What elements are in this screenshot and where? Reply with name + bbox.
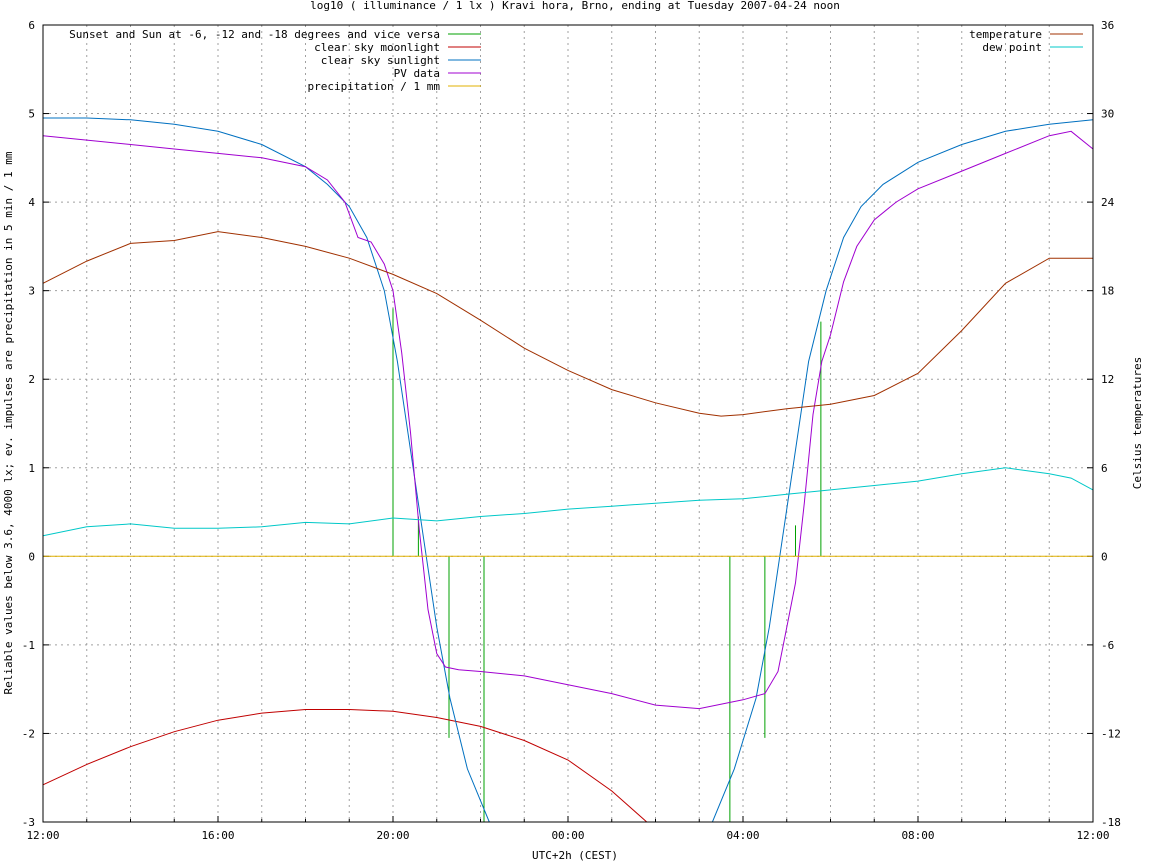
y-left-tick-label: 0	[28, 550, 35, 563]
y-axis-right-label: Celsius temperatures	[1131, 357, 1144, 489]
y-right-tick-label: 18	[1101, 285, 1114, 298]
y-left-tick-label: 1	[28, 462, 35, 475]
y-left-tick-label: 4	[28, 196, 35, 209]
chart-title: log10 ( illuminance / 1 lx ) Kravi hora,…	[310, 0, 840, 12]
legend: Sunset and Sun at -6, -12 and -18 degree…	[69, 28, 1083, 93]
legend-label: clear sky moonlight	[314, 41, 440, 54]
y-right-tick-label: -6	[1101, 639, 1114, 652]
y-left-tick-label: 3	[28, 285, 35, 298]
y-right-tick-label: -18	[1101, 816, 1121, 829]
legend-label: Sunset and Sun at -6, -12 and -18 degree…	[69, 28, 440, 41]
y-right-tick-label: -12	[1101, 727, 1121, 740]
y-right-tick-label: 6	[1101, 462, 1108, 475]
y-right-tick-label: 12	[1101, 373, 1114, 386]
series-line-dew-point	[42, 467, 1094, 537]
y-left-tick-label: 5	[28, 108, 35, 121]
y-left-tick-label: -2	[22, 727, 35, 740]
legend-label: temperature	[969, 28, 1042, 41]
y-right-tick-label: 0	[1101, 550, 1108, 563]
x-tick-label: 08:00	[901, 829, 934, 842]
x-tick-label: 04:00	[726, 829, 759, 842]
legend-label: dew point	[982, 41, 1042, 54]
axis-ticks: -3 -18 -2 -12 -1 -6 0 0 1 6 2 12 3 18 4 24 5 30 6 36 12:00 16…	[22, 19, 1121, 842]
legend-label: clear sky sunlight	[321, 54, 440, 67]
x-tick-label: 00:00	[551, 829, 584, 842]
x-tick-label: 12:00	[26, 829, 59, 842]
y-left-tick-label: 6	[28, 19, 35, 32]
y-left-tick-label: -3	[22, 816, 35, 829]
legend-label: precipitation / 1 mm	[308, 80, 441, 93]
series-line-temperature	[42, 231, 1093, 417]
x-tick-label: 16:00	[201, 829, 234, 842]
x-axis-label: UTC+2h (CEST)	[532, 849, 618, 862]
y-right-tick-label: 30	[1101, 108, 1114, 121]
series-line-pv-data	[42, 130, 1094, 710]
x-tick-label: 20:00	[376, 829, 409, 842]
y-axis-left-label: Reliable values below 3.6, 4000 lx; ev. …	[2, 151, 15, 694]
y-left-tick-label: 2	[28, 373, 35, 386]
y-right-tick-label: 24	[1101, 196, 1115, 209]
plot-frame	[42, 24, 1094, 823]
legend-label: PV data	[394, 67, 440, 80]
y-right-tick-label: 36	[1101, 19, 1114, 32]
series-line-clear-sky-sunlight	[43, 117, 1094, 823]
grid	[43, 25, 1093, 822]
y-left-tick-label: -1	[22, 639, 35, 652]
x-tick-label: 12:00	[1076, 829, 1109, 842]
plot-area	[42, 117, 1094, 823]
series-line-clear-sky-moonlight	[42, 709, 648, 823]
